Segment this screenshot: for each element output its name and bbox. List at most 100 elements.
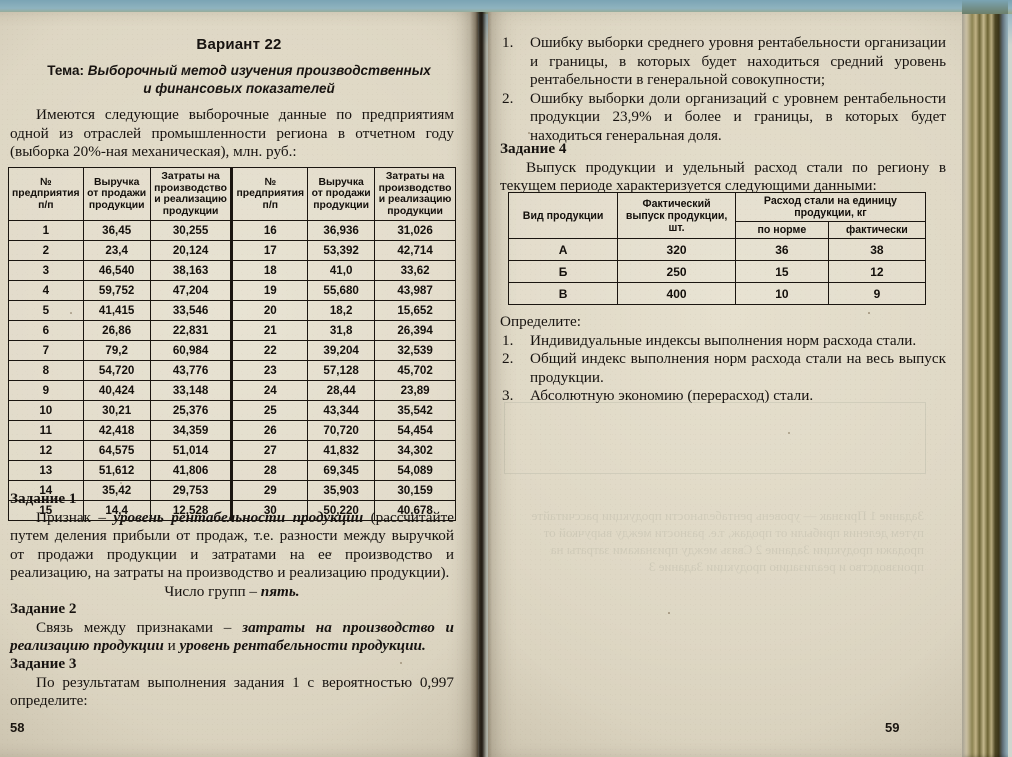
th-actual-output-l3: шт. [668,221,685,234]
table-cell: В [507,282,619,305]
table-cell: 26,394 [374,320,456,342]
table-row: 3 46,540 38,163 18 41,0 33,62 [8,260,456,282]
showthrough-table-ghost [504,402,926,474]
task-3-list-item-text: Ошибку выборки доли организаций с уровне… [530,89,946,144]
table-cell: 34,359 [149,420,233,442]
table-header-row-1: Вид продукции Фактический выпуск продукц… [507,192,927,239]
task-3-items-block: 1. Ошибку выборки среднего уровня рентабе… [488,34,966,146]
table-row: В 400 10 9 [507,282,927,305]
determine-block: Определите: 1. Индивидуальные индексы вып… [488,313,966,406]
paper-speck [868,312,870,314]
paper-speck [668,612,670,614]
task-4-heading: Задание 4 [500,140,567,157]
table-cell: 35,542 [374,400,456,422]
task-4-intro: Выпуск продукции и удельный расход стали… [500,158,946,195]
th-steel-per-unit-l1: Расход стали на единицу [763,195,897,207]
table-row: 10 30,21 25,376 25 43,344 35,542 [8,400,456,422]
table-cell: 43,344 [307,400,376,422]
table-cell: 46,540 [82,260,151,282]
th-line: и реализацию [154,194,227,206]
table-cell: 31,8 [307,320,376,342]
table-row: 12 64,575 51,014 27 41,832 34,302 [8,440,456,462]
table-cell: 20,124 [149,240,233,262]
table-cell: 50,220 [307,500,376,522]
table-row: 9 40,424 33,148 24 28,44 23,89 [8,380,456,402]
table-row: 11 42,418 34,359 26 70,720 54,454 [8,420,456,442]
table-cell: 12 [827,260,927,283]
table-cell: 250 [617,260,736,283]
table-cell: 43,776 [149,360,233,382]
determine-list-item: 1. Индивидуальные индексы выполнения норм… [500,332,946,351]
task-1-groups-label: Число групп – [164,582,261,600]
table-cell: 7 [8,340,84,362]
th-line: № [40,176,52,188]
table-cell: 30,255 [149,220,233,242]
table-cell: 10 [734,282,829,305]
table-cell: 45,702 [374,360,456,382]
table-cell: 15 [8,500,84,522]
th-col-5: Выручка от продажи продукции [307,166,376,222]
steel-usage-table-wrap: Вид продукции Фактический выпуск продукц… [488,192,948,305]
table-cell: 25,376 [149,400,233,422]
theme-block: Тема: Выборочный метод изучения производ… [0,62,478,98]
th-line: производство [154,182,228,194]
task-3-list-item: 2. Ошибку выборки доли организаций с уров… [500,90,946,146]
th-line: и реализацию [378,194,452,206]
task-3-list-item: 1. Ошибку выборки среднего уровня рентабе… [500,34,946,90]
table-cell: 22,831 [149,320,233,342]
table-cell: 28 [230,460,309,482]
paper-speck [528,132,530,134]
task-3-numbered-list: 1. Ошибку выборки среднего уровня рентабе… [500,34,946,146]
table-cell: 33,62 [374,260,456,282]
page-block-edges-top [962,0,1008,14]
table-header-row: № предприятия п/п Выручка от продажи продукци… [8,166,456,222]
table-cell: 25 [230,400,309,422]
task-1-groups-value: пять. [260,582,300,600]
table-cell: 57,128 [307,360,376,382]
th-line: Выручка [318,176,364,188]
book-gutter [470,12,492,757]
task-3-list-item-number: 2. [502,89,514,107]
table-cell: 14,4 [82,500,151,522]
table-cell: 30,21 [82,400,151,422]
th-line: продукции [313,199,369,211]
table-cell: 17 [230,240,309,262]
paper-speck [788,432,790,434]
table-cell: 15,652 [374,300,456,322]
th-col-4: № предприятия п/п [230,166,309,222]
table-cell: 20 [230,300,309,322]
theme-title-line-1: Выборочный метод изучения производственн… [87,63,431,78]
th-actual: фактически [827,221,927,239]
table-cell: 400 [617,282,736,305]
th-line: продукции [162,205,219,217]
table-row: 1 36,45 30,255 16 36,936 31,026 [8,220,456,242]
table-row: Б 250 15 12 [507,260,927,283]
table-cell: 21 [230,320,309,342]
th-line: продукции [88,199,145,211]
background-sky-strip [0,0,1012,14]
th-line: производство [378,182,452,194]
task-2-conjunction: и [163,637,180,655]
table-cell: 36,936 [307,220,376,242]
table-cell: 55,680 [307,280,376,302]
table-cell: 33,148 [149,380,233,402]
table-cell: 36 [734,238,829,261]
th-line: Затраты на [385,171,445,182]
th-steel-per-unit-l2: продукции, кг [794,207,867,219]
enterprise-data-table: № предприятия п/п Выручка от продажи продукци… [8,166,456,522]
table-cell: 29 [230,480,309,502]
table-cell: 29,753 [149,480,233,502]
table-cell: 23,4 [82,240,151,262]
table-cell: 9 [827,282,927,305]
theme-label: Тема: [47,63,84,78]
variant-title-text: Вариант 22 [196,36,282,53]
table-cell: 39,204 [307,340,376,362]
table-cell: 11 [8,420,84,442]
th-line: предприятия [12,188,80,200]
table-cell: 19 [230,280,309,302]
task-3-block: Задание 3 По результатам выполнения зада… [0,655,464,711]
table-cell: 43,987 [374,280,456,302]
determine-list-item-text: Абсолютную экономию (перерасход) стали. [530,387,814,405]
table-cell: 18 [230,260,309,282]
theme-line-2: и финансовых показателей [34,80,444,98]
